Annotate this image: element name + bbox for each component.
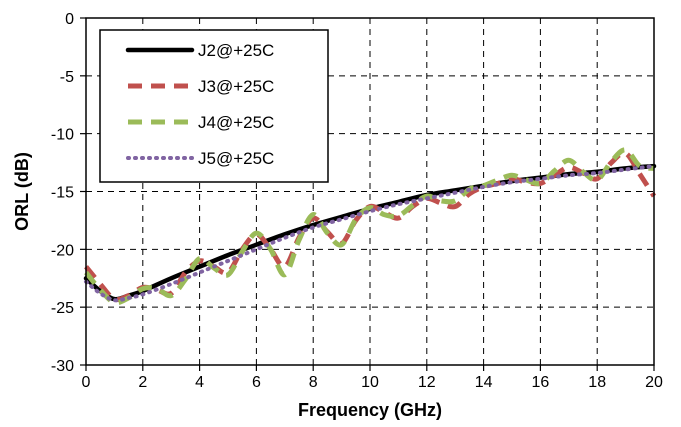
y-tick-label: 0 xyxy=(65,11,74,28)
x-tick-label: 8 xyxy=(309,374,318,391)
legend-label: J5@+25C xyxy=(198,149,274,168)
x-tick-label: 12 xyxy=(418,374,436,391)
x-tick-label: 10 xyxy=(361,374,379,391)
legend-label: J3@+25C xyxy=(198,77,274,96)
y-axis-ticks: 0 -5 -10 -15 -20 -25 -30 xyxy=(51,11,86,375)
x-axis-title: Frequency (GHz) xyxy=(298,400,442,420)
x-tick-label: 6 xyxy=(252,374,261,391)
series-lines xyxy=(83,147,657,306)
y-tick-label: -15 xyxy=(51,185,74,202)
x-tick-label: 20 xyxy=(645,374,663,391)
legend: J2@+25C J3@+25C J4@+25C J5@+25C xyxy=(99,29,329,183)
y-tick-label: -20 xyxy=(51,242,74,259)
legend-label: J4@+25C xyxy=(198,113,274,132)
y-tick-label: -5 xyxy=(60,69,74,86)
x-tick-label: 18 xyxy=(588,374,606,391)
legend-box xyxy=(99,29,329,183)
y-tick-label: -30 xyxy=(51,358,74,375)
x-tick-label: 0 xyxy=(82,374,91,391)
series-line-j4-25c xyxy=(84,147,655,306)
y-axis-title: ORL (dB) xyxy=(12,152,32,231)
legend-label: J2@+25C xyxy=(198,41,274,60)
x-tick-label: 16 xyxy=(532,374,550,391)
y-tick-label: -10 xyxy=(51,127,74,144)
x-tick-label: 14 xyxy=(475,374,493,391)
x-tick-label: 2 xyxy=(138,374,147,391)
y-tick-label: -25 xyxy=(51,300,74,317)
x-tick-label: 4 xyxy=(195,374,204,391)
series-line-j5-25c xyxy=(84,164,656,303)
x-axis-ticks: 0 2 4 6 8 10 12 14 16 18 20 xyxy=(82,365,663,391)
